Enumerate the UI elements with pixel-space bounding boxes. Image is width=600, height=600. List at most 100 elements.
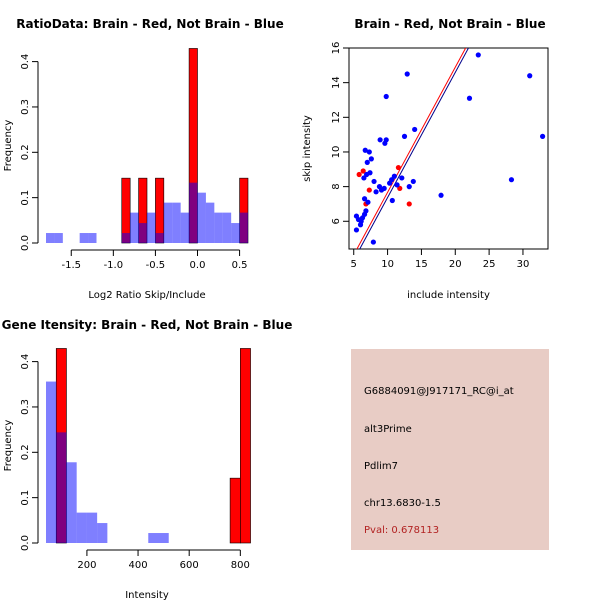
location-text: chr13.6830-1.5: [364, 498, 441, 509]
scatter-point-not-brain: [381, 185, 387, 191]
histogram-bar-not-brain: [46, 381, 57, 543]
histogram-bar-not-brain: [197, 192, 206, 243]
x-tick-label: 800: [231, 560, 250, 571]
histogram-bar-not-brain: [147, 212, 156, 243]
x-tick-label: 0.0: [190, 260, 206, 271]
y-tick-label: 0.1: [20, 190, 31, 206]
histogram-bar-not-brain: [88, 233, 97, 243]
histogram-bar-not-brain: [172, 202, 181, 243]
scatter-point-not-brain: [406, 184, 412, 190]
pval-text: Pval: 0.678113: [364, 525, 440, 536]
regression-line: [356, 48, 467, 249]
x-tick-label: 600: [180, 560, 199, 571]
y-tick-label: 0.2: [20, 444, 31, 460]
chart-title: Gene Itensity: Brain - Red, Not Brain - …: [2, 318, 293, 332]
histogram-bar-not-brain: [97, 523, 108, 543]
scatter-point-not-brain: [366, 149, 372, 155]
x-tick-label: 30: [517, 259, 530, 270]
x-tick-label: 20: [449, 259, 462, 270]
scatter-point-brain: [395, 164, 402, 171]
scatter-point-not-brain: [391, 173, 397, 179]
x-tick-label: 15: [415, 259, 428, 270]
histogram-bar-not-brain: [56, 432, 67, 543]
histogram-bar-not-brain: [148, 533, 159, 543]
histogram-bar-brain: [229, 477, 241, 544]
scatter-point-not-brain: [410, 178, 416, 185]
histogram-bar-not-brain: [163, 202, 173, 243]
scatter-point-not-brain: [353, 213, 360, 219]
histogram-bar-not-brain: [79, 233, 89, 243]
histogram-bar-not-brain: [189, 182, 198, 243]
scatter-point-not-brain: [394, 182, 400, 188]
event-type-text: alt3Prime: [364, 424, 412, 435]
histogram-bar-not-brain: [222, 212, 232, 243]
scatter-point-not-brain: [475, 52, 481, 58]
info-panel: G6884091@J917171_RC@i_at alt3Prime Pdlim…: [351, 349, 549, 550]
x-axis-label: include intensity: [407, 290, 490, 301]
y-axis-label: skip intensity: [302, 115, 313, 182]
histogram-bar-not-brain: [76, 512, 87, 543]
regression-line: [359, 48, 470, 249]
y-axis-label: Frequency: [3, 120, 14, 172]
histogram-bar-not-brain: [66, 462, 77, 543]
y-tick-label: 0.1: [20, 490, 31, 506]
y-tick-label: 0.4: [20, 354, 31, 370]
scatter-point-not-brain: [508, 177, 515, 183]
x-tick-label: 5: [351, 259, 357, 270]
histogram-bar-not-brain: [86, 512, 98, 543]
y-tick-label: 16: [331, 42, 342, 55]
x-tick-label: 10: [381, 259, 394, 270]
scatter-point-not-brain: [527, 73, 533, 79]
histogram-bar-not-brain: [130, 212, 139, 243]
histogram-bar-not-brain: [138, 223, 147, 243]
y-tick-label: 0.0: [20, 235, 31, 251]
scatter-point-not-brain: [361, 196, 368, 202]
scatter-point-not-brain: [539, 133, 546, 139]
scatter-point-not-brain: [370, 239, 376, 245]
scatter-point-not-brain: [412, 126, 418, 133]
scatter-point-not-brain: [367, 170, 373, 176]
histogram-bar-not-brain: [158, 533, 169, 543]
histogram-bar-not-brain: [46, 233, 55, 243]
y-tick-label: 0.0: [20, 535, 31, 551]
plot-frame: [348, 47, 549, 250]
probe-id-text: G6884091@J917171_RC@i_at: [364, 386, 514, 397]
scatter-point-not-brain: [362, 147, 368, 153]
scatter-point-not-brain: [363, 208, 369, 214]
y-tick-label: 10: [331, 146, 342, 159]
gene-name-text: Pdlim7: [364, 461, 399, 472]
y-axis-label: Frequency: [3, 420, 14, 472]
y-tick-label: 0.3: [20, 399, 31, 415]
scatter-point-not-brain: [373, 189, 379, 195]
scatter-point-not-brain: [404, 71, 410, 77]
scatter-point-brain: [406, 201, 412, 207]
histogram-bar-not-brain: [121, 233, 131, 243]
histogram-bar-not-brain: [231, 223, 240, 243]
x-tick-label: 25: [483, 259, 496, 270]
y-tick-label: 0.2: [20, 144, 31, 160]
scatter-point-not-brain: [364, 159, 370, 165]
x-tick-label: 400: [129, 560, 148, 571]
chart-title: Brain - Red, Not Brain - Blue: [354, 17, 545, 31]
scatter-point-not-brain: [368, 156, 374, 162]
x-axis-label: Log2 Ratio Skip/Include: [88, 290, 205, 301]
y-tick-label: 8: [331, 183, 342, 189]
scatter-point-not-brain: [383, 137, 389, 143]
histogram-bar-not-brain: [180, 212, 190, 243]
y-tick-label: 12: [331, 111, 342, 124]
scatter-point-not-brain: [401, 133, 408, 139]
histogram-bar-not-brain: [239, 212, 248, 243]
scatter-point-not-brain: [399, 175, 405, 181]
scatter-plot-area: [353, 48, 546, 249]
histogram-bar-brain: [240, 348, 251, 544]
histogram-bar-not-brain: [155, 233, 164, 243]
scatter-point-not-brain: [365, 199, 371, 205]
x-tick-label: 200: [77, 560, 96, 571]
y-tick-label: 14: [331, 76, 342, 89]
scatter-point-not-brain: [357, 222, 364, 228]
chart-title: RatioData: Brain - Red, Not Brain - Blue: [16, 17, 283, 31]
y-tick-label: 0.4: [20, 54, 31, 70]
x-tick-label: -1.0: [104, 260, 124, 271]
x-tick-label: -0.5: [146, 260, 166, 271]
